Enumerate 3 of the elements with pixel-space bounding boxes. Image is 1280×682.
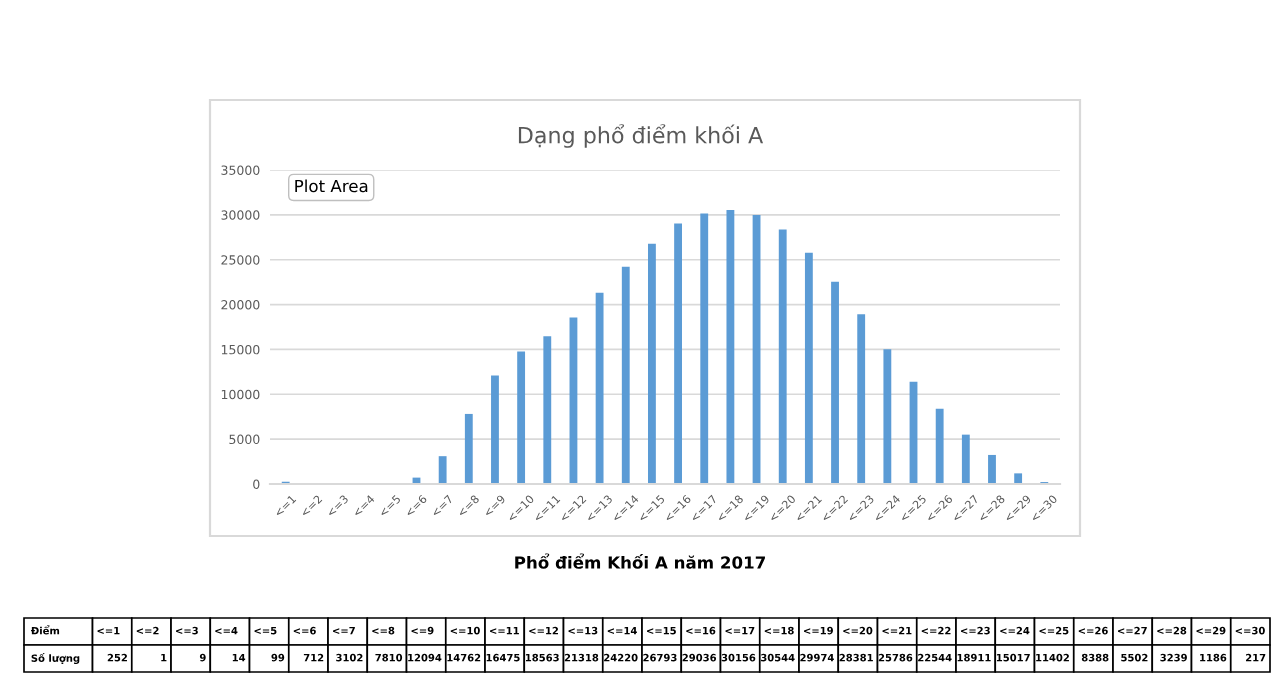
- annotation: Plot Area: [295, 179, 368, 193]
- text: Phổ điểm Khối A năm 2017: [515, 553, 765, 569]
- chart-title: Dạng phổ điểm khối A: [518, 124, 764, 148]
